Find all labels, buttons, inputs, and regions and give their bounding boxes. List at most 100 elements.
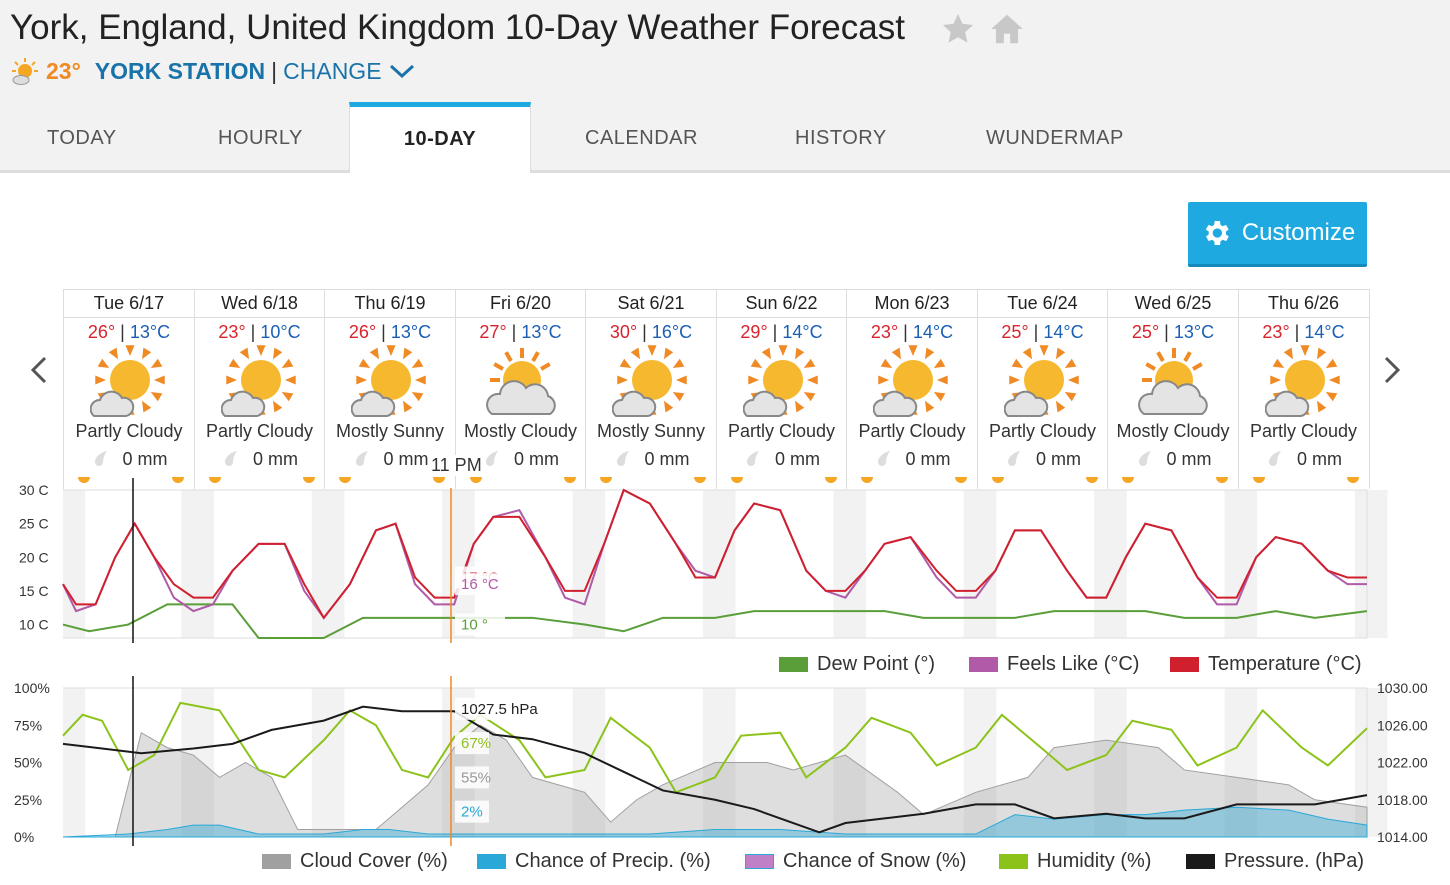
legend-humidity-label: Humidity (%) [1037,850,1152,872]
tooltip-bg [455,613,505,636]
day-column[interactable]: Thu 6/26 23° | 14°C Partly Cloudy 0 mm [1237,289,1370,489]
tooltip-bg [455,766,489,789]
legend-temperature-label: Temperature (°C) [1208,653,1362,675]
legend-humidity[interactable]: Humidity (%) [999,850,1151,873]
day-precip-value: 0 mm [644,449,690,469]
partly-cloudy-icon [89,345,165,417]
current-temperature: 23° [46,57,81,84]
day-column[interactable]: Sun 6/22 29° | 14°C Partly Cloudy 0 mm [715,289,847,489]
y2-tick-label: 1022.00 [1377,755,1428,771]
tab-10-day[interactable]: 10-DAY [349,102,531,173]
y-tick-label: 0% [14,829,34,845]
weather-icon-wrap [220,344,301,425]
mostly-sunny-icon [350,345,426,417]
night-band [181,688,214,837]
tab-today[interactable]: TODAY [47,127,117,149]
next-arrow-icon[interactable] [1376,350,1406,390]
prev-arrow-icon[interactable] [25,350,55,390]
raindrop-icon [1269,451,1281,466]
sunset-icon [1085,477,1098,483]
day-precip-value: 0 mm [383,449,429,469]
night-band [63,688,86,837]
legend-temperature[interactable]: Temperature (°C) [1170,653,1362,676]
change-station-button[interactable]: CHANGE [283,57,382,84]
legend-dew-point[interactable]: Dew Point (°) [779,653,935,676]
night-band [63,490,86,638]
day-condition: Partly Cloudy [727,421,836,441]
sunset-icon [1216,477,1228,483]
day-date: Wed 6/18 [194,289,325,318]
day-column[interactable]: Mon 6/23 23° | 14°C Partly Cloudy 0 mm [846,289,977,489]
weather-icon-wrap [611,344,692,425]
night-band [833,490,866,638]
legend-snow[interactable]: Chance of Snow (%) [745,850,966,873]
home-icon[interactable] [988,10,1026,48]
day-column[interactable]: Tue 6/24 25° | 14°C Partly Cloudy 0 mm [976,289,1108,489]
sunset-icon [694,477,706,483]
station-line: 23° YORK STATION | CHANGE [10,56,416,86]
day-precip: 0 mm [586,449,716,470]
day-low: 14°C [782,322,823,342]
day-precip: 0 mm [64,449,194,470]
day-column[interactable]: Wed 6/18 23° | 10°C Partly Cloudy 0 mm [193,289,325,489]
day-low: 14°C [1043,322,1084,342]
day-column[interactable]: Sat 6/21 30° | 16°C Mostly Sunny 0 mm [585,289,716,489]
day-column[interactable]: Wed 6/25 25° | 13°C Mostly Cloudy 0 mm [1107,289,1238,489]
day-low: 13°C [129,322,171,342]
legend-snow-label: Chance of Snow (%) [783,850,967,872]
day-condition: Partly Cloudy [1249,421,1358,441]
customize-label: Customize [1241,219,1356,246]
station-link[interactable]: YORK STATION [94,57,266,84]
legend-precip[interactable]: Chance of Precip. (%) [477,850,711,873]
raindrop-icon [1008,451,1020,466]
tab-wundermap[interactable]: WUNDERMAP [986,127,1124,149]
day-temps: 23° | 14°C [870,322,954,342]
weather-icon-wrap [350,344,431,425]
humidity-pressure-chart[interactable]: 100% 75% 50% 25% 0% 1030.00 1026.00 1022.00 1018… [0,676,1450,846]
day-high: 23° [1262,322,1290,342]
sunset-icon [955,477,967,483]
day-precip-value: 0 mm [1166,449,1212,469]
day-column[interactable]: Thu 6/19 26° | 13°C Mostly Sunny 0 mm [324,289,455,489]
night-band [572,490,606,638]
legend-feels-like[interactable]: Feels Like (°C) [969,653,1139,676]
temperature-chart[interactable]: 30 C25 C20 C15 C10 C17 °C16 °C10 ° [0,478,1450,643]
day-temps: 26° | 13°C [348,322,432,342]
day-temps: 30° | 16°C [609,322,693,342]
night-band [1354,490,1388,638]
day-condition: Mostly Sunny [335,421,445,441]
chevron-down-icon[interactable] [388,61,416,81]
day-precip-value: 0 mm [1036,449,1081,469]
tooltip-precip: 2% [461,804,483,821]
sunset-icon [824,477,837,483]
day-column[interactable]: Tue 6/17 26° | 13°C Partly Cloudy 0 mm [63,289,194,489]
sunset-icon [433,477,445,483]
star-icon[interactable] [940,10,976,48]
day-low: 14°C [1304,322,1345,342]
day-column[interactable]: Fri 6/20 27° | 13°C Mostly Cloudy 0 mm [454,289,586,489]
tab-hourly[interactable]: HOURLY [218,127,303,149]
raindrop-icon [225,451,237,466]
tab-calendar[interactable]: CALENDAR [585,127,698,149]
partly-cloudy-icon [1003,345,1079,417]
day-temps: 23° | 14°C [1262,322,1345,342]
tooltip-bg [455,573,505,596]
sunrise-icon [469,477,482,483]
tab-history[interactable]: HISTORY [795,127,887,149]
tooltip-bg [455,800,489,823]
legend-precip-label: Chance of Precip. (%) [515,850,711,872]
legend-cloud-cover[interactable]: Cloud Cover (%) [262,850,448,873]
customize-button[interactable]: Customize [1188,202,1367,267]
legend-dew-point-label: Dew Point (°) [817,653,936,675]
day-temps: 27° | 13°C [479,322,562,342]
night-band [1094,688,1127,837]
day-precip-value: 0 mm [122,449,168,469]
legend-pressure-label: Pressure. (hPa) [1224,850,1365,872]
mostly-sunny-icon [611,345,687,417]
legend-pressure[interactable]: Pressure. (hPa) [1186,850,1364,873]
day-date: Sun 6/22 [716,289,847,318]
mostly-cloudy-icon [485,348,556,415]
hover-time-label: 11 PM [429,455,484,476]
y2-tick-label: 1014.00 [1377,829,1428,845]
day-date: Thu 6/26 [1238,289,1369,318]
